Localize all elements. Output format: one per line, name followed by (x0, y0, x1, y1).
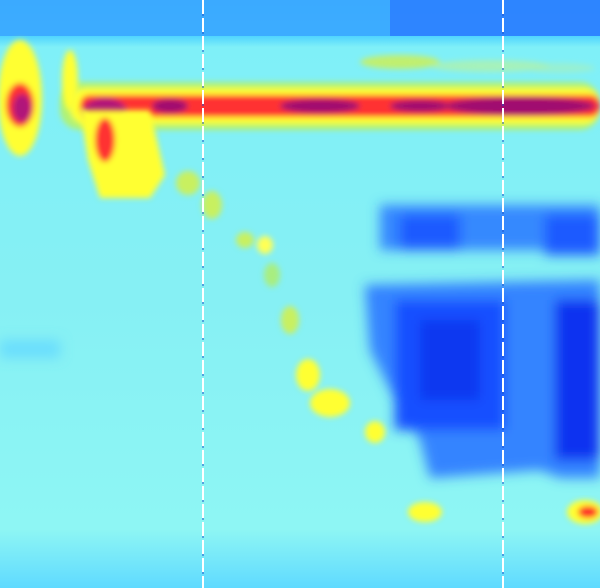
marker-layer (202, 0, 504, 588)
high-band-core (390, 100, 450, 112)
faint-streak (525, 63, 595, 73)
trail-blob (281, 306, 299, 334)
left-blob-core (13, 94, 31, 122)
high-band-core (280, 99, 360, 113)
low-region (0, 340, 60, 358)
trail-blob (264, 263, 280, 287)
trail-blob (310, 389, 350, 417)
bottom-blob-core (578, 506, 598, 518)
low-region (400, 215, 460, 250)
trail-blob (236, 232, 254, 248)
left-blob-tail (62, 50, 78, 110)
bottom-blob (408, 502, 442, 522)
low-region (545, 215, 600, 255)
top-band-cell (390, 0, 600, 36)
faint-streak (430, 60, 550, 72)
trail-blob (176, 171, 200, 195)
yellow-lobe-red (95, 118, 115, 162)
low-region (555, 300, 600, 460)
high-band-core (445, 97, 595, 115)
low-region (420, 320, 480, 400)
faint-streak (360, 55, 440, 69)
trail-blob (365, 421, 385, 443)
trail-blob (257, 236, 273, 254)
high-band-core (152, 99, 188, 113)
trail-blob (202, 191, 222, 219)
trail-blob (296, 359, 320, 391)
